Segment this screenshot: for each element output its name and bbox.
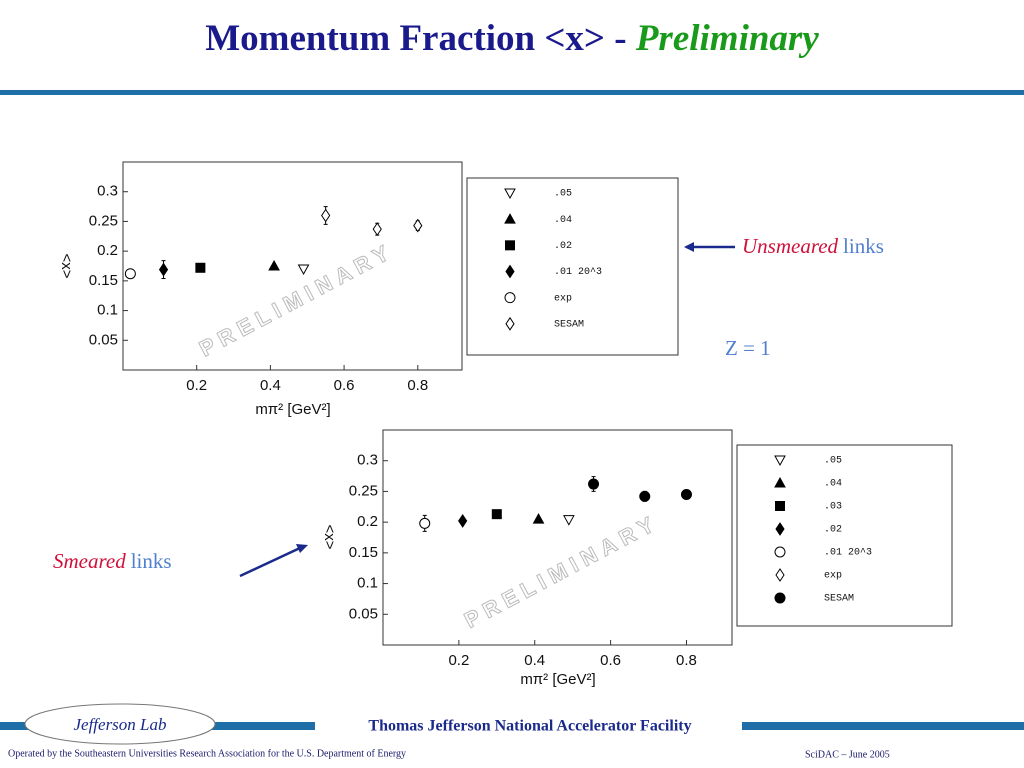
legend-marker (504, 292, 516, 304)
data-point (639, 490, 651, 502)
y-tick-label: 0.25 (349, 482, 378, 499)
annotation-em: Smeared (53, 549, 126, 573)
legend-marker (505, 264, 515, 279)
legend-label: .02 (824, 525, 842, 536)
y-tick-label: 0.3 (97, 183, 118, 200)
watermark: PRELIMINARY (460, 509, 663, 633)
y-axis-label: <x> (58, 253, 75, 278)
logo-text: Jefferson Lab (73, 715, 166, 734)
data-point (372, 222, 382, 237)
watermark: PRELIMINARY (195, 238, 398, 362)
annotation-em: Unsmeared (742, 234, 839, 258)
y-tick-label: 0.15 (349, 544, 378, 561)
legend-marker (504, 213, 516, 224)
title-emphasis: Preliminary (635, 18, 820, 59)
x-axis-label: mπ² [GeV²] (255, 401, 330, 418)
x-tick-label: 0.8 (407, 377, 428, 394)
legend-marker (775, 501, 785, 511)
legend-label: .01 20^3 (554, 267, 602, 278)
legend-label: exp (824, 571, 842, 582)
footer-facility: Thomas Jefferson National Accelerator Fa… (368, 718, 691, 735)
legend (736, 444, 953, 627)
legend-label: .04 (824, 479, 842, 490)
y-tick-label: 0.1 (97, 302, 118, 319)
logo (24, 703, 216, 745)
x-tick-label: 0.6 (334, 377, 355, 394)
data-point (563, 515, 575, 526)
data-point (297, 264, 310, 276)
x-tick-label: 0.6 (600, 652, 621, 669)
legend-marker (775, 522, 785, 536)
legend-label: .05 (554, 189, 572, 200)
legend (466, 177, 679, 356)
arrow-head (684, 242, 694, 252)
title-rule (0, 90, 1024, 95)
footer-band (742, 722, 1024, 730)
footer-text: Operated by the Southeastern Universitie… (8, 748, 406, 759)
legend-label: SESAM (824, 594, 854, 605)
x-axis-label: mπ² [GeV²] (520, 671, 595, 688)
data-point (268, 259, 280, 271)
annotation: Unsmeared links (742, 234, 884, 258)
plot-frame (382, 429, 733, 646)
legend-label: .01 20^3 (824, 548, 872, 559)
slide-title: Momentum Fraction <x> - Preliminary (205, 18, 819, 59)
x-tick-label: 0.4 (260, 377, 281, 394)
x-tick-label: 0.2 (448, 652, 469, 669)
title-main: Momentum Fraction <x> - (205, 18, 636, 59)
legend-label: .02 (554, 241, 572, 252)
legend-label: .05 (824, 456, 842, 467)
data-point (588, 478, 600, 490)
y-tick-label: 0.25 (89, 212, 118, 229)
y-tick-label: 0.1 (357, 575, 378, 592)
legend-marker (774, 455, 786, 467)
legend-marker (774, 592, 786, 604)
data-point (419, 517, 431, 529)
data-point (195, 262, 206, 273)
data-point (680, 489, 692, 500)
y-tick-label: 0.05 (349, 605, 378, 622)
x-tick-label: 0.8 (676, 652, 697, 669)
annotation-text: links (843, 234, 884, 258)
plot-frame (122, 161, 463, 371)
data-point (124, 268, 136, 280)
legend-marker (504, 188, 516, 200)
data-point (158, 262, 169, 277)
footer-text: SciDAC – June 2005 (805, 749, 890, 760)
legend-marker (505, 240, 515, 251)
arrow-head (296, 544, 308, 553)
y-tick-label: 0.05 (89, 331, 118, 348)
legend-label: exp (554, 293, 572, 304)
data-point (321, 208, 331, 223)
legend-marker (774, 476, 786, 488)
legend-marker (775, 568, 785, 582)
legend-marker (505, 316, 515, 331)
y-tick-label: 0.15 (89, 272, 118, 289)
y-axis-label: <x> (321, 524, 338, 549)
data-point (413, 218, 423, 233)
data-point (491, 509, 502, 520)
arrow (239, 546, 301, 578)
annotation-text: links (131, 549, 172, 573)
data-point (532, 513, 545, 524)
legend-marker (774, 546, 786, 558)
data-point (458, 514, 468, 528)
x-tick-label: 0.2 (186, 377, 207, 394)
annotation: Z = 1 (725, 336, 771, 360)
y-tick-label: 0.3 (357, 452, 378, 469)
legend-label: .04 (554, 215, 572, 226)
y-tick-label: 0.2 (357, 513, 378, 530)
legend-label: .03 (824, 502, 842, 513)
y-tick-label: 0.2 (97, 242, 118, 259)
annotation: Smeared links (53, 549, 172, 573)
x-tick-label: 0.4 (524, 652, 545, 669)
legend-label: SESAM (554, 319, 584, 330)
